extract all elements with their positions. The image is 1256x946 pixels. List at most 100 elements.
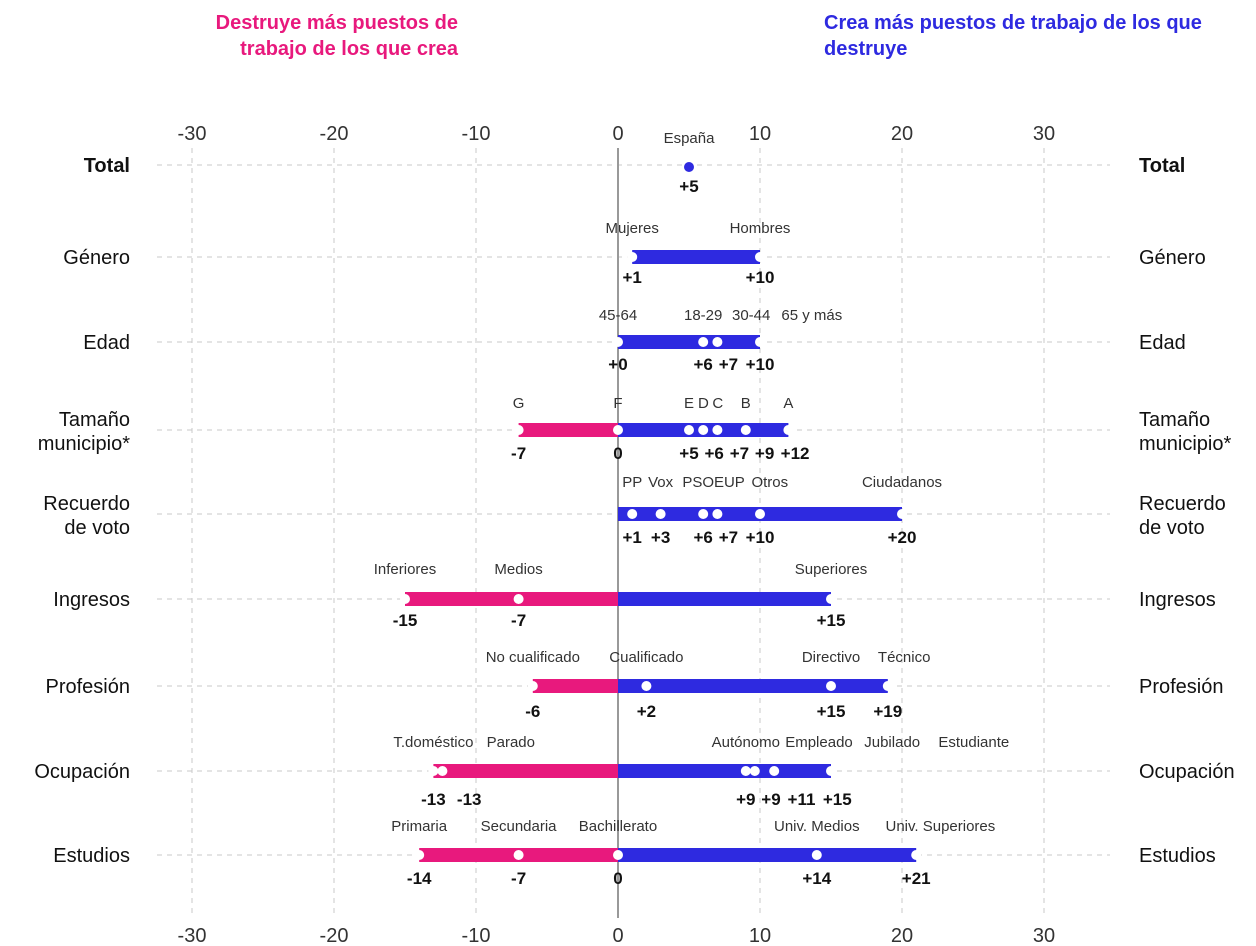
point-edad-45-64 — [613, 337, 623, 347]
point-recuerdo-de-voto-otros — [755, 509, 765, 519]
data-label-recuerdo-de-voto-up: +7 — [719, 528, 738, 547]
point-ingresos-inferiores — [400, 594, 410, 604]
point-name-profesi-n-directivo: Directivo — [802, 649, 860, 666]
point-name-estudios-primaria: Primaria — [391, 818, 447, 835]
point-edad-30-44 — [712, 337, 723, 347]
point-tama-o-municipio-a — [783, 425, 794, 435]
point-ocupaci-n-jubilado — [769, 766, 780, 776]
data-label-profesi-n-cualificado: +2 — [637, 702, 656, 721]
data-label-tama-o-municipio-f: 0 — [613, 444, 622, 463]
point-name-ingresos-superiores: Superiores — [795, 561, 868, 578]
data-label-tama-o-municipio-g: -7 — [511, 444, 526, 463]
data-label-edad-30-44: +7 — [719, 355, 738, 374]
point-name-tama-o-municipio-d: D — [698, 395, 709, 412]
point-name-recuerdo-de-voto-pp: PP — [622, 474, 642, 491]
row-label-ingresos-right: Ingresos — [1139, 589, 1216, 611]
data-label-ingresos-inferiores: -15 — [393, 611, 418, 630]
point-name-ocupaci-n-estudiante: Estudiante — [938, 734, 1009, 751]
data-label-estudios-secundaria: -7 — [511, 869, 526, 888]
x-tick-label-top: 0 — [612, 123, 623, 145]
point-name-tama-o-municipio-f: F — [613, 395, 622, 412]
data-label-ocupaci-n-estudiante: +15 — [823, 790, 852, 809]
row-label-tama-o-municipio-left: Tamaño municipio* — [38, 409, 130, 455]
data-label-ingresos-medios: -7 — [511, 611, 526, 630]
point-ocupaci-n-aut-nomo — [740, 766, 751, 776]
bar-negative-tama-o-municipio — [518, 423, 618, 437]
x-tick-label-top: -20 — [320, 123, 349, 145]
data-label-tama-o-municipio-c: +7 — [730, 444, 749, 463]
point-estudios-bachillerato — [613, 850, 623, 860]
row-label-profesi-n-right: Profesión — [1139, 676, 1224, 698]
point-ocupaci-n-parado — [437, 766, 448, 776]
point-profesi-n-directivo — [826, 681, 836, 691]
data-label-ocupaci-n-jubilado: +11 — [788, 790, 816, 809]
data-label-ocupaci-n-empleado: +9 — [761, 790, 780, 809]
point-name-estudios-secundaria: Secundaria — [481, 818, 558, 835]
point-name-estudios-univ-superiores: Univ. Superiores — [886, 818, 996, 835]
data-label-ocupaci-n-parado: -13 — [457, 790, 482, 809]
data-label-tama-o-municipio-d: +6 — [705, 444, 724, 463]
point-name-tama-o-municipio-c: C — [712, 395, 723, 412]
data-label-recuerdo-de-voto-pp: +1 — [623, 528, 642, 547]
point-estudios-secundaria — [513, 850, 524, 860]
data-label-profesi-n-t-cnico: +19 — [873, 702, 902, 721]
point-name-profesi-n-no-cualificado: No cualificado — [486, 649, 580, 666]
data-label-ocupaci-n-t-dom-stico: -13 — [421, 790, 446, 809]
point-name-g-nero-hombres: Hombres — [730, 220, 791, 237]
point-recuerdo-de-voto-vox — [655, 509, 666, 519]
bar-positive-edad — [618, 335, 760, 349]
x-tick-label-bottom: 30 — [1033, 925, 1055, 946]
row-label-profesi-n-left: Profesión — [46, 676, 131, 698]
point-tama-o-municipio-b — [740, 425, 751, 435]
data-label-profesi-n-no-cualificado: -6 — [525, 702, 540, 721]
data-label-estudios-univ-superiores: +21 — [902, 869, 931, 888]
negative-heading: Destruye más puestos de trabajo de los q… — [215, 12, 458, 60]
x-tick-label-bottom: 20 — [891, 925, 913, 946]
bar-positive-ingresos — [618, 592, 831, 606]
point-name-recuerdo-de-voto-vox: Vox — [648, 474, 674, 491]
data-label-recuerdo-de-voto-vox: +3 — [651, 528, 670, 547]
point-tama-o-municipio-c — [712, 425, 723, 435]
point-name-recuerdo-de-voto-up: UP — [724, 474, 745, 491]
point-tama-o-municipio-d — [698, 425, 709, 435]
row-label-estudios-left: Estudios — [53, 845, 130, 867]
point-recuerdo-de-voto-psoe — [698, 509, 709, 519]
point-tama-o-municipio-e — [684, 425, 694, 435]
point-name-edad-65-y-m-s: 65 y más — [781, 307, 842, 324]
row-label-ocupaci-n-left: Ocupación — [34, 761, 130, 783]
point-estudios-univ-medios — [811, 850, 822, 860]
point-profesi-n-no-cualificado — [527, 681, 538, 691]
point-edad-65-y-m-s — [755, 337, 765, 347]
point-g-nero-mujeres — [627, 252, 638, 262]
row-label-edad-left: Edad — [83, 332, 130, 354]
point-estudios-primaria — [414, 850, 425, 860]
row-label-estudios-right: Estudios — [1139, 845, 1216, 867]
point-total-espa-a — [684, 162, 694, 172]
row-label-recuerdo-de-voto-left: Recuerdo de voto — [43, 493, 130, 539]
x-tick-label-top: 20 — [891, 123, 913, 145]
point-name-ingresos-inferiores: Inferiores — [374, 561, 437, 578]
point-ocupaci-n-estudiante — [826, 766, 836, 776]
data-label-edad-65-y-m-s: +10 — [746, 355, 775, 374]
bar-positive-g-nero — [632, 250, 760, 264]
point-name-ocupaci-n-jubilado: Jubilado — [864, 734, 920, 751]
bar-positive-profesi-n — [618, 679, 888, 693]
point-name-tama-o-municipio-e: E — [684, 395, 694, 412]
bar-negative-ocupaci-n — [433, 764, 618, 778]
data-label-g-nero-hombres: +10 — [746, 268, 775, 287]
data-label-edad-18-29: +6 — [694, 355, 713, 374]
row-label-tama-o-municipio-right: Tamaño municipio* — [1139, 409, 1231, 455]
point-name-edad-18-29: 18-29 — [684, 307, 722, 324]
point-ocupaci-n-t-dom-stico — [428, 766, 439, 776]
point-recuerdo-de-voto-ciudadanos — [897, 509, 907, 519]
data-label-tama-o-municipio-e: +5 — [679, 444, 698, 463]
point-ingresos-medios — [513, 594, 524, 604]
point-ingresos-superiores — [826, 594, 836, 604]
point-name-ocupaci-n-empleado: Empleado — [785, 734, 853, 751]
bar-positive-estudios — [618, 848, 917, 862]
data-label-g-nero-mujeres: +1 — [623, 268, 642, 287]
data-label-estudios-primaria: -14 — [407, 869, 432, 888]
data-label-recuerdo-de-voto-psoe: +6 — [694, 528, 713, 547]
data-label-profesi-n-directivo: +15 — [817, 702, 846, 721]
